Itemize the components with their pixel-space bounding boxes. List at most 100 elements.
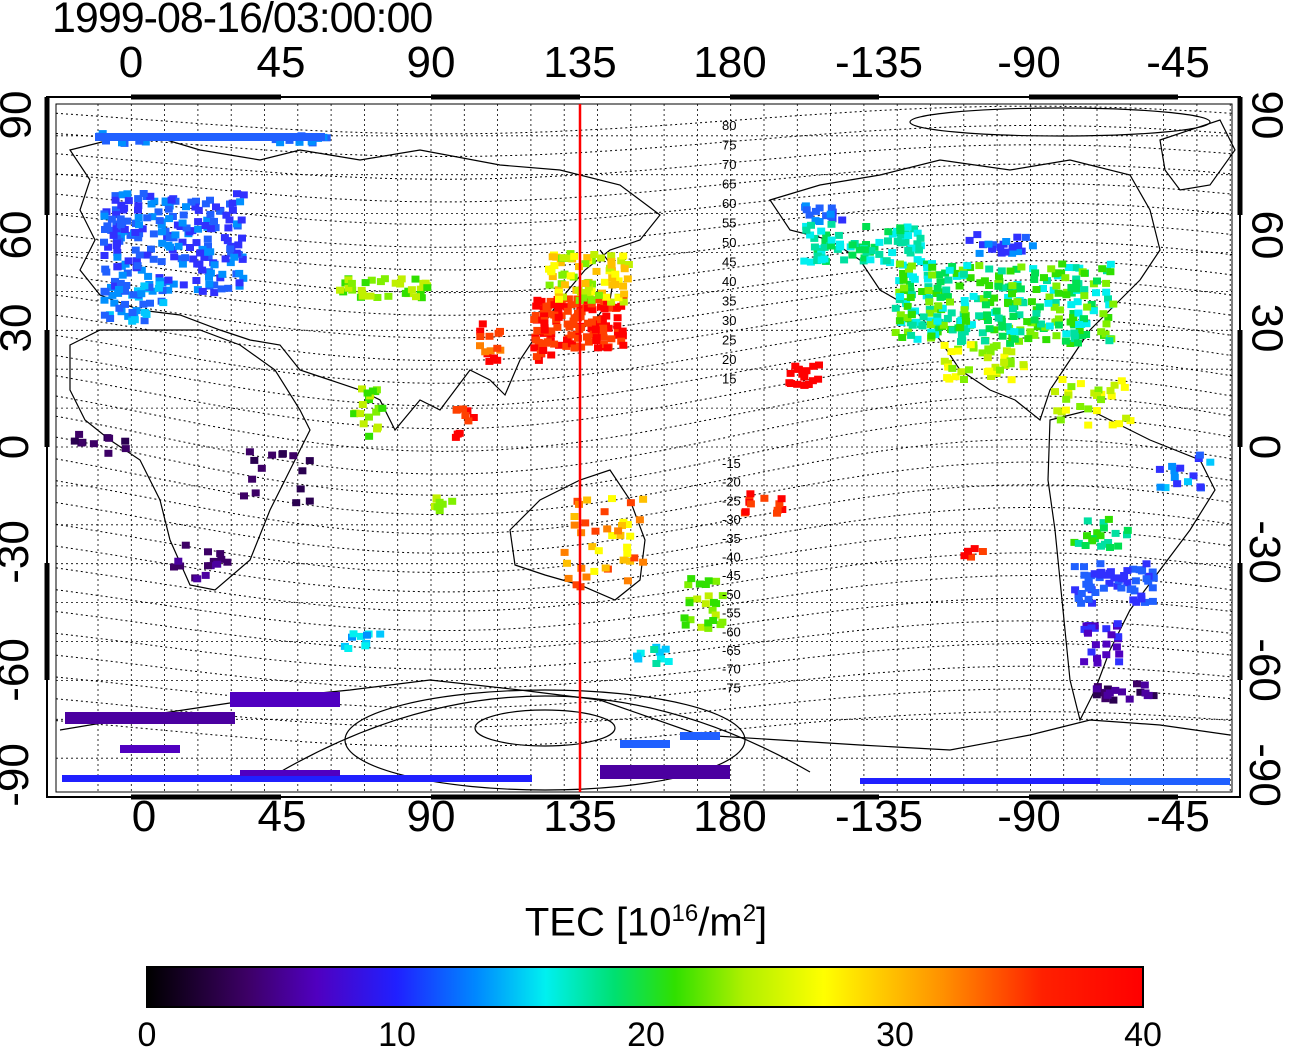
tec-block [1081, 542, 1090, 549]
tec-block [396, 280, 405, 288]
tec-block [545, 265, 553, 273]
tec-block [171, 231, 180, 239]
tec-block [1115, 420, 1124, 428]
tec-block [1084, 629, 1092, 637]
tec-block [189, 255, 198, 263]
tec-block [899, 270, 908, 277]
tec-block [985, 367, 994, 375]
tec-block [1006, 360, 1015, 368]
mlat-contour [55, 552, 1233, 612]
tec-block [1008, 290, 1016, 298]
tec-block [947, 309, 956, 317]
tec-block [617, 257, 626, 265]
tec-block [224, 224, 233, 232]
tec-block [194, 225, 203, 233]
tec-block [616, 531, 625, 539]
tec-block [1000, 353, 1009, 361]
tec-block [1076, 403, 1085, 410]
tec-block [554, 288, 563, 296]
tec-block [567, 301, 576, 309]
mlat-contour [55, 144, 1233, 180]
tec-block [603, 344, 612, 352]
tec-block [620, 265, 629, 273]
tec-block [1049, 286, 1058, 294]
tec-block [118, 139, 126, 147]
tec-block [192, 197, 200, 205]
tec-block [117, 262, 126, 270]
tec-block [923, 275, 932, 283]
tec-block [895, 317, 904, 325]
tec-block [201, 571, 210, 579]
magnetic-pole-contours [279, 107, 1211, 791]
tec-block [157, 258, 166, 266]
tec-block [701, 581, 710, 588]
tec-block [1080, 625, 1089, 633]
tec-block [946, 298, 954, 306]
magnetic-latitude-labels: 80 75 70 65 60 55 50 45 40 35 30 25 20 15 -15 -20 -25 -30… [722, 118, 741, 695]
tec-block [1069, 314, 1078, 322]
tec-block [206, 196, 214, 204]
tec-block [904, 247, 913, 254]
mlat-label-south: -35 [722, 531, 741, 546]
tec-block [134, 206, 142, 214]
tec-block [639, 495, 648, 503]
tec-block [608, 281, 617, 289]
tec-block [204, 548, 212, 556]
tec-block [944, 276, 953, 284]
tec-block [1086, 583, 1095, 591]
tec-block [531, 312, 540, 319]
tec-block [1083, 517, 1092, 525]
tec-block [563, 336, 571, 344]
tec-block [998, 323, 1007, 331]
tec-block [964, 547, 972, 555]
tec-block [1140, 681, 1149, 689]
tec-block [540, 312, 549, 320]
tec-block [704, 577, 713, 585]
mlat-label-south: -45 [722, 568, 741, 583]
tec-block [581, 519, 590, 527]
tec-block [1031, 269, 1040, 277]
mlat-contour [55, 597, 1233, 651]
tec-block [1168, 462, 1177, 470]
tec-block [932, 290, 941, 297]
mlat-contour [55, 438, 1233, 516]
tec-block [1176, 464, 1185, 472]
tec-block [213, 560, 222, 568]
tec-block [131, 229, 140, 236]
tec-block [1102, 651, 1111, 659]
tec-block [134, 195, 143, 203]
tec-block [1103, 691, 1112, 699]
tec-block [1056, 416, 1065, 424]
tec-block [978, 548, 987, 555]
tec-block [157, 221, 166, 229]
tec-block [193, 286, 202, 294]
tec-block [115, 304, 124, 312]
tec-block [1099, 519, 1108, 527]
tec-block [704, 624, 713, 632]
tec-block [181, 254, 190, 262]
tec-block [1073, 298, 1082, 306]
tec-block [173, 221, 182, 229]
tec-band [65, 712, 235, 724]
tec-block [1074, 539, 1083, 547]
tec-block [619, 298, 628, 306]
tec-block [1077, 590, 1086, 597]
tec-block [891, 329, 900, 336]
tec-block [530, 316, 539, 323]
tec-block [438, 500, 447, 508]
tec-block [416, 291, 425, 298]
tec-band [860, 778, 1200, 784]
tec-block [1082, 320, 1091, 328]
tec-block [1076, 380, 1085, 388]
tec-block [222, 211, 231, 219]
tec-block [539, 347, 548, 354]
tec-block [554, 313, 563, 321]
tec-block [1142, 575, 1151, 583]
tec-block [1141, 689, 1150, 697]
tec-block [955, 282, 964, 290]
tec-block [1061, 406, 1070, 414]
tec-block [1093, 659, 1102, 667]
tec-block [800, 381, 809, 389]
tec-block [416, 285, 425, 293]
tec-block [1067, 289, 1076, 297]
